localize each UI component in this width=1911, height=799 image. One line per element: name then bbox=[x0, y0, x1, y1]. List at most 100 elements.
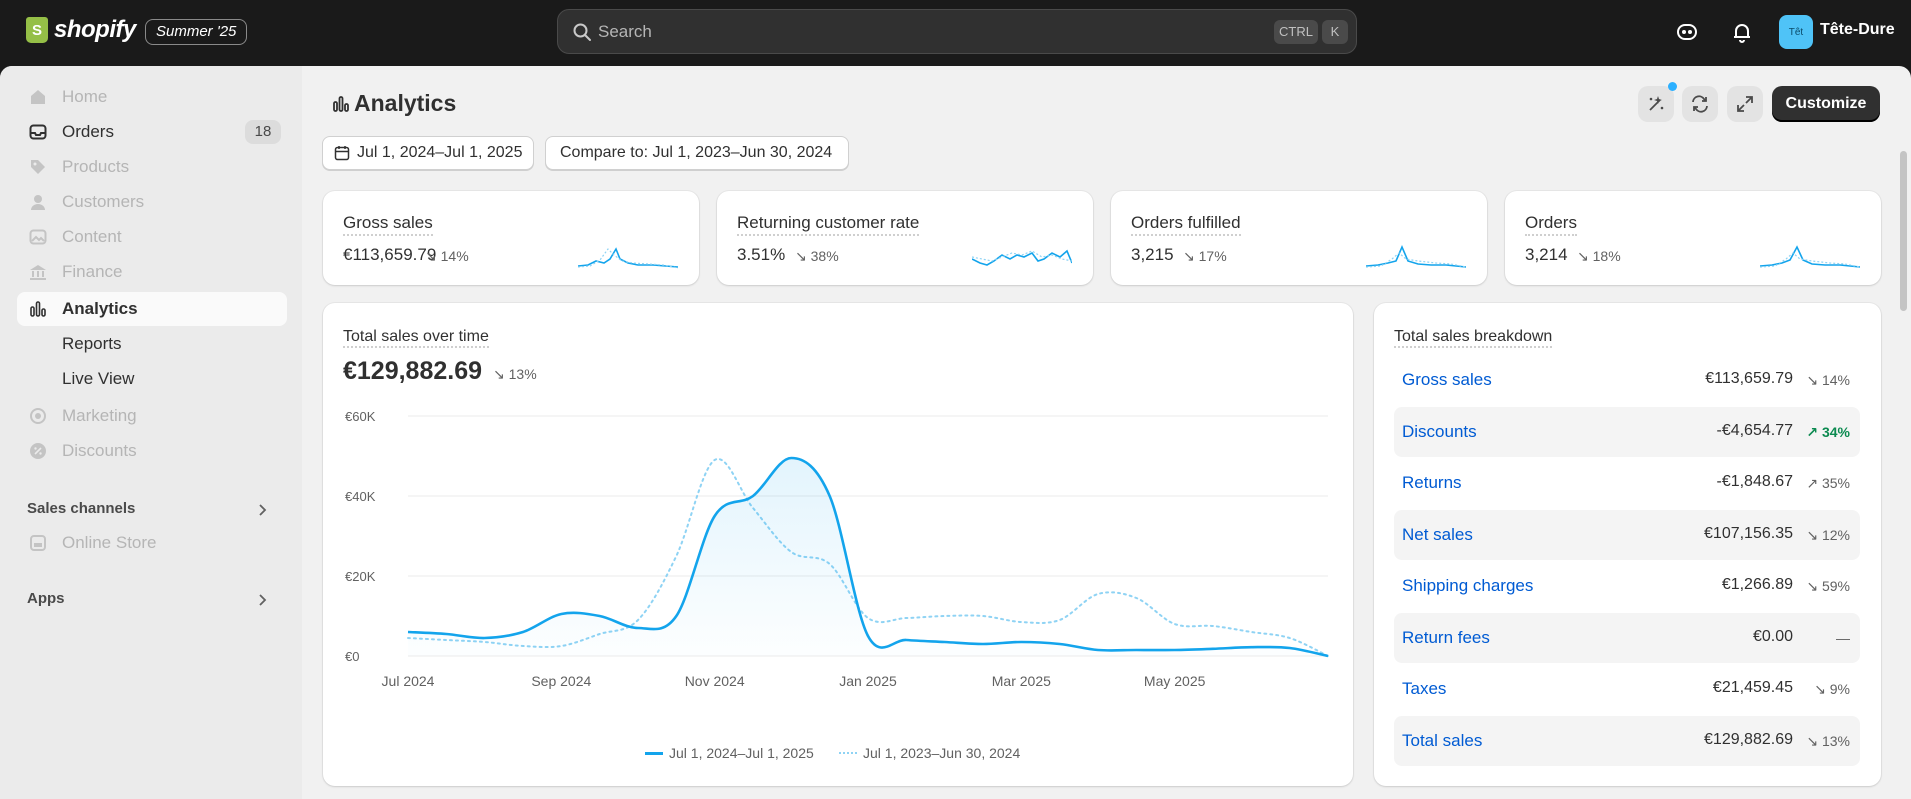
sidebar-item-products[interactable]: Products bbox=[17, 150, 287, 184]
y-tick-label: €60K bbox=[345, 409, 376, 424]
metric-value: 3,214 bbox=[1525, 245, 1568, 264]
metric-delta: ↘ 14% bbox=[425, 248, 469, 264]
legend-label: Jul 1, 2023–Jun 30, 2024 bbox=[863, 745, 1021, 761]
logo-text: shopify bbox=[54, 16, 136, 43]
breakdown-label-link[interactable]: Net sales bbox=[1402, 524, 1473, 544]
breakdown-delta: ↘ 12% bbox=[1806, 526, 1850, 543]
metric-title: Orders bbox=[1525, 213, 1577, 236]
date-range-label: Jul 1, 2024–Jul 1, 2025 bbox=[357, 144, 523, 161]
date-range-picker[interactable]: Jul 1, 2024–Jul 1, 2025 bbox=[322, 136, 534, 170]
sales-line-chart[interactable]: €0 €20K €40K €60K Jul 2024 Sep 2024 Nov 2024 Ja… bbox=[323, 398, 1353, 738]
chevron-right-icon[interactable] bbox=[255, 503, 269, 517]
sparkline bbox=[578, 247, 678, 269]
sidekick-icon[interactable] bbox=[1673, 18, 1701, 46]
total-sales-chart-card: Total sales over time €129,882.69 ↘ 13% … bbox=[323, 303, 1353, 786]
breakdown-label-link[interactable]: Discounts bbox=[1402, 421, 1477, 441]
metric-title: Returning customer rate bbox=[737, 213, 920, 236]
metric-delta: ↘ 18% bbox=[1577, 248, 1621, 264]
sidebar-item-label: Content bbox=[62, 227, 122, 246]
chart-title[interactable]: Total sales over time bbox=[343, 328, 489, 348]
metric-title: Orders fulfilled bbox=[1131, 213, 1241, 236]
breakdown-row: Net sales €107,156.35 ↘ 12% bbox=[1394, 509, 1860, 560]
breakdown-label-link[interactable]: Taxes bbox=[1402, 679, 1447, 698]
sidebar-item-orders[interactable]: Orders 18 bbox=[17, 115, 287, 149]
discount-icon bbox=[30, 443, 46, 459]
shopify-logo[interactable]: S shopify bbox=[26, 16, 136, 44]
breakdown-row: Shipping charges €1,266.89 ↘ 59% bbox=[1394, 561, 1860, 611]
x-tick-label: Jul 2024 bbox=[382, 673, 435, 689]
bank-icon bbox=[30, 265, 46, 280]
refresh-button[interactable] bbox=[1682, 86, 1718, 122]
sidebar-item-content[interactable]: Content bbox=[17, 220, 287, 254]
sidebar-subitem-live-view[interactable]: Live View bbox=[62, 369, 135, 388]
edition-badge[interactable]: Summer '25 bbox=[145, 19, 248, 45]
search-input[interactable] bbox=[598, 10, 1198, 53]
series-line-current[interactable] bbox=[407, 456, 1329, 658]
breakdown-delta: ↘ 9% bbox=[1814, 681, 1850, 697]
metric-title: Gross sales bbox=[343, 213, 433, 236]
sidebar-item-label: Analytics bbox=[62, 299, 138, 318]
store-name[interactable]: Tête-Dure bbox=[1820, 21, 1895, 38]
page-title: Analytics bbox=[354, 90, 457, 116]
chevron-right-icon[interactable] bbox=[255, 593, 269, 607]
legend-item-current[interactable]: Jul 1, 2024–Jul 1, 2025 bbox=[645, 745, 814, 761]
calendar-icon bbox=[334, 146, 350, 161]
metric-value: 3,215 bbox=[1131, 245, 1174, 264]
sidebar-subitem-reports[interactable]: Reports bbox=[62, 334, 122, 353]
breakdown-label-link[interactable]: Return fees bbox=[1402, 627, 1490, 647]
person-icon bbox=[31, 195, 45, 210]
scrollbar[interactable] bbox=[1900, 151, 1907, 311]
metric-card-gross-sales[interactable]: Gross sales €113,659.79 ↘ 14% bbox=[323, 191, 699, 285]
sidebar-item-analytics[interactable]: Analytics bbox=[17, 292, 287, 326]
image-icon bbox=[29, 229, 47, 245]
bar-chart-icon bbox=[30, 301, 46, 317]
sidebar-item-label: Customers bbox=[62, 192, 145, 211]
sidebar-item-label: Marketing bbox=[62, 406, 137, 425]
chart-total-value: €129,882.69 bbox=[343, 357, 483, 385]
breakdown-value: -€1,848.67 bbox=[1716, 473, 1793, 490]
bell-icon[interactable] bbox=[1728, 18, 1756, 46]
ai-insights-button[interactable] bbox=[1638, 86, 1674, 122]
fullscreen-button[interactable] bbox=[1727, 86, 1763, 122]
sidebar-item-customers[interactable]: Customers bbox=[17, 185, 287, 219]
apps-heading[interactable]: Apps bbox=[27, 590, 65, 607]
x-tick-label: May 2025 bbox=[1144, 673, 1206, 689]
breakdown-row: Discounts -€4,654.77 ↗ 34% bbox=[1394, 406, 1860, 457]
sidebar-item-finance[interactable]: Finance bbox=[17, 255, 287, 289]
sidebar-item-label: Products bbox=[62, 157, 130, 176]
search-bar[interactable]: CTRL K bbox=[557, 9, 1357, 54]
breakdown-title[interactable]: Total sales breakdown bbox=[1394, 328, 1553, 348]
shortcut-k-key: K bbox=[1322, 20, 1348, 44]
shopify-bag-icon: S bbox=[26, 17, 48, 43]
breakdown-label-link[interactable]: Returns bbox=[1402, 473, 1462, 492]
avatar[interactable]: Têt bbox=[1779, 15, 1813, 49]
sidebar-item-home[interactable]: Home bbox=[17, 80, 287, 114]
sidebar-item-label: Home bbox=[62, 87, 108, 106]
breakdown-value: €21,459.45 bbox=[1712, 679, 1793, 696]
sidebar-item-discounts[interactable]: Discounts bbox=[17, 434, 287, 468]
sparkline bbox=[972, 249, 1072, 266]
breakdown-value: €0.00 bbox=[1752, 627, 1793, 645]
breakdown-label-link[interactable]: Total sales bbox=[1402, 730, 1483, 750]
legend-item-previous[interactable]: Jul 1, 2023–Jun 30, 2024 bbox=[839, 745, 1020, 761]
breakdown-row: Returns -€1,848.67 ↗ 35% bbox=[1394, 458, 1860, 508]
breakdown-label-link[interactable]: Gross sales bbox=[1402, 370, 1492, 389]
y-tick-label: €20K bbox=[345, 569, 376, 584]
chart-delta: ↘ 13% bbox=[493, 366, 537, 382]
sidebar-item-marketing[interactable]: Marketing bbox=[17, 399, 287, 433]
metric-card-orders[interactable]: Orders 3,214 ↘ 18% bbox=[1505, 191, 1881, 285]
orders-icon bbox=[29, 124, 47, 140]
metric-card-orders-fulfilled[interactable]: Orders fulfilled 3,215 ↘ 17% bbox=[1111, 191, 1487, 285]
sales-channels-heading[interactable]: Sales channels bbox=[27, 500, 136, 517]
metric-card-returning-customer-rate[interactable]: Returning customer rate 3.51% ↘ 38% bbox=[717, 191, 1093, 285]
bar-chart-icon bbox=[333, 96, 349, 112]
sparkline bbox=[1760, 245, 1860, 268]
home-icon bbox=[31, 90, 45, 104]
main-content: Analytics Customize Jul 1, 2024–Jul 1, 2… bbox=[302, 66, 1911, 799]
customize-button[interactable]: Customize bbox=[1772, 86, 1880, 122]
sidebar-item-online-store[interactable]: Online Store bbox=[17, 526, 287, 560]
compare-range-picker[interactable]: Compare to: Jul 1, 2023–Jun 30, 2024 bbox=[545, 136, 849, 170]
metric-delta: ↘ 38% bbox=[795, 248, 839, 264]
breakdown-label-link[interactable]: Shipping charges bbox=[1402, 576, 1534, 595]
breakdown-row: Gross sales €113,659.79 ↘ 14% bbox=[1394, 355, 1860, 405]
